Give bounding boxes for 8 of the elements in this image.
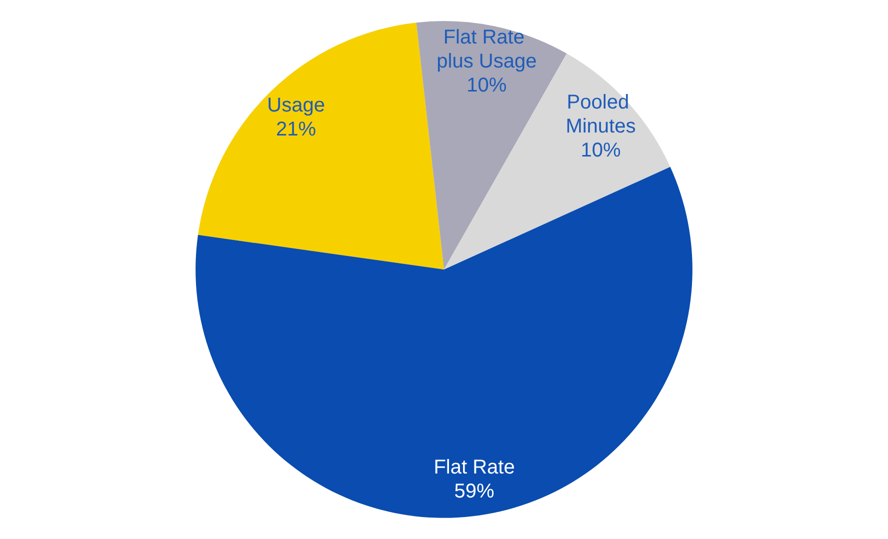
data-label: 10% (466, 74, 507, 97)
data-label: 59% (454, 480, 494, 503)
slice-label: Pooled Minutes (566, 91, 636, 138)
slice-label: Usage (267, 94, 325, 116)
slice-label: Flat Rate plus Usage (436, 26, 537, 73)
data-label: 21% (276, 118, 316, 140)
data-label: 10% (580, 139, 621, 162)
slice-label: Flat Rate (434, 456, 515, 479)
